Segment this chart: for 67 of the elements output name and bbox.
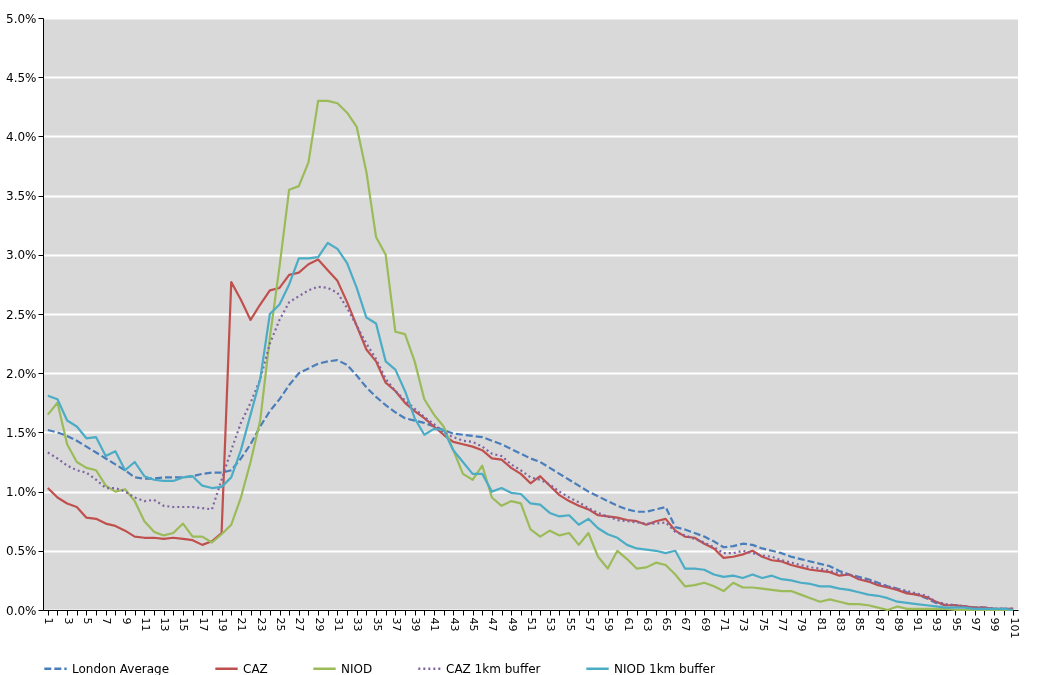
x-tick-label: 95 xyxy=(949,617,963,632)
x-tick-label: 31 xyxy=(331,617,345,632)
x-tick-label: 23 xyxy=(254,617,268,632)
x-tick-label: 25 xyxy=(274,617,288,632)
x-tick-label: 99 xyxy=(988,617,1002,632)
x-tick-label: 5 xyxy=(80,617,94,625)
x-tick-label: 89 xyxy=(891,617,905,632)
x-tick-label: 91 xyxy=(911,617,925,632)
legend-label: NIOD 1km buffer xyxy=(614,661,715,675)
legend-label: CAZ 1km buffer xyxy=(446,661,541,675)
x-tick-label: 7 xyxy=(100,617,114,625)
x-tick-label: 3 xyxy=(61,617,75,625)
x-tick-label: 21 xyxy=(235,617,249,632)
x-tick-label: 11 xyxy=(138,617,152,632)
x-tick-label: 77 xyxy=(775,617,789,632)
x-tick-label: 13 xyxy=(158,617,172,632)
y-tick-label: 2.5% xyxy=(6,307,37,322)
y-tick-label: 3.5% xyxy=(6,189,37,204)
x-tick-label: 47 xyxy=(486,617,500,632)
y-tick-label: 1.5% xyxy=(6,425,37,440)
x-tick-label: 17 xyxy=(196,617,210,632)
x-tick-label: 81 xyxy=(814,617,828,632)
y-tick-label: 4.5% xyxy=(6,70,37,85)
x-tick-label: 85 xyxy=(853,617,867,632)
x-tick-label: 39 xyxy=(409,617,423,632)
x-tick-label: 79 xyxy=(795,617,809,632)
x-tick-label: 49 xyxy=(505,617,519,632)
y-tick-label: 1.0% xyxy=(6,485,37,500)
x-tick-label: 35 xyxy=(370,617,384,632)
y-tick-label: 3.0% xyxy=(6,248,37,263)
x-tick-label: 19 xyxy=(216,617,230,632)
legend-label: CAZ xyxy=(243,661,268,675)
x-tick-label: 51 xyxy=(525,617,538,632)
x-tick-label: 71 xyxy=(718,617,732,632)
y-tick-label: 4.0% xyxy=(6,129,37,144)
legend-label: London Average xyxy=(72,661,170,675)
x-tick-label: 33 xyxy=(351,617,365,632)
x-tick-label: 63 xyxy=(640,617,654,632)
x-tick-label: 9 xyxy=(119,617,133,625)
x-tick-label: 75 xyxy=(756,617,770,632)
legend-label: NIOD xyxy=(341,661,373,675)
x-tick-label: 57 xyxy=(582,617,596,632)
y-tick-label: 0.0% xyxy=(6,603,37,618)
y-tick-label: 2.0% xyxy=(6,366,37,381)
x-tick-label: 29 xyxy=(312,617,326,632)
x-tick-label: 61 xyxy=(621,617,635,632)
x-tick-label: 65 xyxy=(660,617,674,632)
x-tick-label: 27 xyxy=(293,617,307,632)
x-tick-label: 101 xyxy=(1007,617,1021,639)
x-tick-label: 55 xyxy=(563,617,577,632)
x-tick-label: 87 xyxy=(872,617,886,632)
x-tick-label: 43 xyxy=(447,617,461,632)
x-tick-label: 83 xyxy=(833,617,847,632)
x-tick-label: 45 xyxy=(467,617,481,632)
x-tick-label: 37 xyxy=(389,617,403,632)
x-tick-label: 59 xyxy=(602,617,616,632)
y-tick-label: 5.0% xyxy=(6,11,37,26)
x-tick-label: 97 xyxy=(969,617,983,632)
x-tick-label: 73 xyxy=(737,617,751,632)
x-tick-label: 15 xyxy=(177,617,191,632)
x-tick-label: 69 xyxy=(698,617,712,632)
x-tick-label: 41 xyxy=(428,617,442,632)
x-tick-label: 53 xyxy=(544,617,558,632)
x-tick-label: 93 xyxy=(930,617,944,632)
y-tick-label: 0.5% xyxy=(6,544,37,559)
x-tick-label: 67 xyxy=(679,617,693,632)
x-tick-label: 1 xyxy=(42,617,56,625)
